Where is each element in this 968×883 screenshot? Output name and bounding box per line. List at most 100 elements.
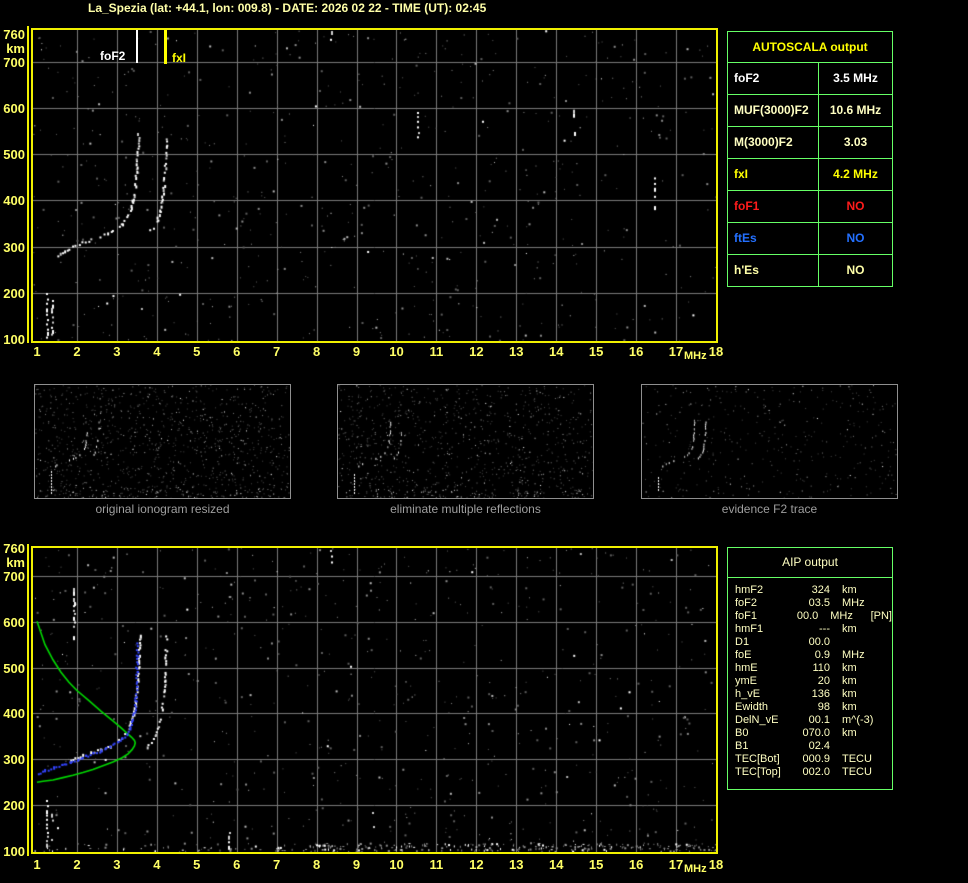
y-tick-label: 760 [3,27,25,43]
aip-table-row: B0 070.0 km [735,727,892,740]
x-tick-label: 7 [273,344,281,359]
parameter-note: [PN] [870,610,892,622]
y-axis-unit-label: km [6,41,25,57]
parameter-label: B0 [735,727,749,739]
parameter-value: 324 [811,584,830,596]
parameter-label: foF2 [735,597,758,609]
y-tick-label: 400 [3,193,25,209]
x-tick-label: 10 [389,857,404,872]
autoscala-table-row: MUF(3000)F2 10.6 MHz [728,95,892,127]
y-tick-label: 500 [3,147,25,163]
parameter-unit: km [842,727,857,739]
parameter-label: fxI [728,159,819,190]
aip-table-row: h_vE 136 km [735,688,892,701]
thumbnail-eliminate-reflections [337,384,594,499]
x-tick-label: 6 [233,344,241,359]
aip-table-row: hmE 110 km [735,662,892,675]
parameter-unit: km [842,701,857,713]
parameter-label: foF2 [728,63,819,94]
parameter-label: foF1 [735,610,758,622]
autoscala-table-row: M(3000)F2 3.03 [728,127,892,159]
x-tick-label: 9 [352,344,361,359]
x-tick-label: 8 [312,857,321,872]
x-tick-label: 14 [548,857,564,872]
thumbnail-caption: eliminate multiple reflections [390,502,541,516]
parameter-value: 070.0 [802,727,830,739]
parameter-value: 00.1 [808,714,830,726]
parameter-value: 3.5 MHz [833,71,878,85]
x-axis-unit-label: MHz [684,863,707,875]
aip-table-row: DelN_vE 00.1 m^(-3) [735,714,892,727]
top-plot-y-axis-line [27,26,29,343]
parameter-label: ftEs [728,223,819,254]
thumbnail-caption: original ionogram resized [95,502,230,516]
x-tick-label: 4 [153,857,161,872]
x-tick-label: 12 [469,344,484,359]
page-title: La_Spezia (lat: +44.1, lon: 009.8) - DAT… [88,1,487,15]
y-tick-label: 200 [3,798,25,814]
parameter-label: hmF2 [735,584,764,596]
parameter-unit: MHz [842,649,865,661]
parameter-unit: m^(-3) [842,714,874,726]
parameter-value: 02.4 [808,740,830,752]
aip-table-row: TEC[Bot] 000.9 TECU [735,753,892,766]
y-tick-label: 700 [3,568,25,584]
bottom-ionogram-canvas [33,548,716,852]
parameter-label: foF1 [728,191,819,222]
x-tick-label: 3 [113,857,121,872]
aip-table-row: foE 0.9 MHz [735,649,892,662]
aip-table-row: Ewidth 98 km [735,701,892,714]
bottom-plot-y-axis-line [27,544,29,856]
parameter-unit: TECU [842,766,872,778]
parameter-label: MUF(3000)F2 [728,95,819,126]
y-tick-label: 600 [3,614,25,630]
x-tick-label: 17 [668,344,684,359]
parameter-unit [842,740,888,753]
parameter-unit: km [842,688,857,700]
parameter-unit: km [842,662,857,674]
parameter-label: M(3000)F2 [728,127,819,158]
aip-table-row: foF2 03.5 MHz [735,597,892,610]
y-tick-label: 100 [3,332,25,347]
thumbnail-caption: evidence F2 trace [721,502,818,516]
x-tick-label: 18 [708,344,724,359]
x-tick-label: 14 [548,344,564,359]
y-tick-label: 300 [3,752,25,768]
aip-table-row: ymE 20 km [735,675,892,688]
thumbnail-canvas [338,385,593,498]
parameter-value: 3.03 [843,135,868,149]
x-tick-label: 15 [588,857,604,872]
x-tick-label: 5 [193,344,201,359]
parameter-value: 03.5 [808,597,830,609]
parameter-unit: km [842,675,857,687]
x-tick-label: 18 [708,857,724,872]
parameter-label: B1 [735,740,749,752]
aip-table-row: TEC[Top] 002.0 TECU [735,766,892,779]
parameter-label: TEC[Bot] [735,753,780,765]
y-axis-unit-label: km [6,555,25,571]
y-tick-label: 500 [3,660,25,676]
parameter-label: ymE [735,675,757,687]
x-tick-label: 2 [73,344,81,359]
parameter-unit: MHz [842,597,865,609]
parameter-value: 136 [811,688,830,700]
parameter-value: 000.9 [802,753,830,765]
x-tick-label: 17 [668,857,684,872]
parameter-value: 0.9 [814,649,830,661]
x-tick-label: 4 [153,344,161,359]
parameter-label: TEC[Top] [735,766,781,778]
x-axis-unit-label: MHz [684,350,707,362]
thumbnail-canvas [35,385,290,498]
top-ionogram-plot: foF2 fxI [31,28,718,343]
x-tick-label: 5 [193,857,201,872]
parameter-value: 4.2 MHz [833,167,878,181]
parameter-label: foE [735,649,752,661]
aip-table-row: D1 00.0 [735,636,892,649]
parameter-value: 00.0 [796,610,819,622]
x-tick-label: 2 [73,857,81,872]
parameter-value: 20 [817,675,830,687]
parameter-label: DelN_vE [735,714,779,726]
parameter-label: D1 [735,636,750,648]
aip-table: AIP output hmF2 324 km foF2 03.5 MHz foF… [727,547,893,790]
y-tick-label: 600 [3,101,25,116]
